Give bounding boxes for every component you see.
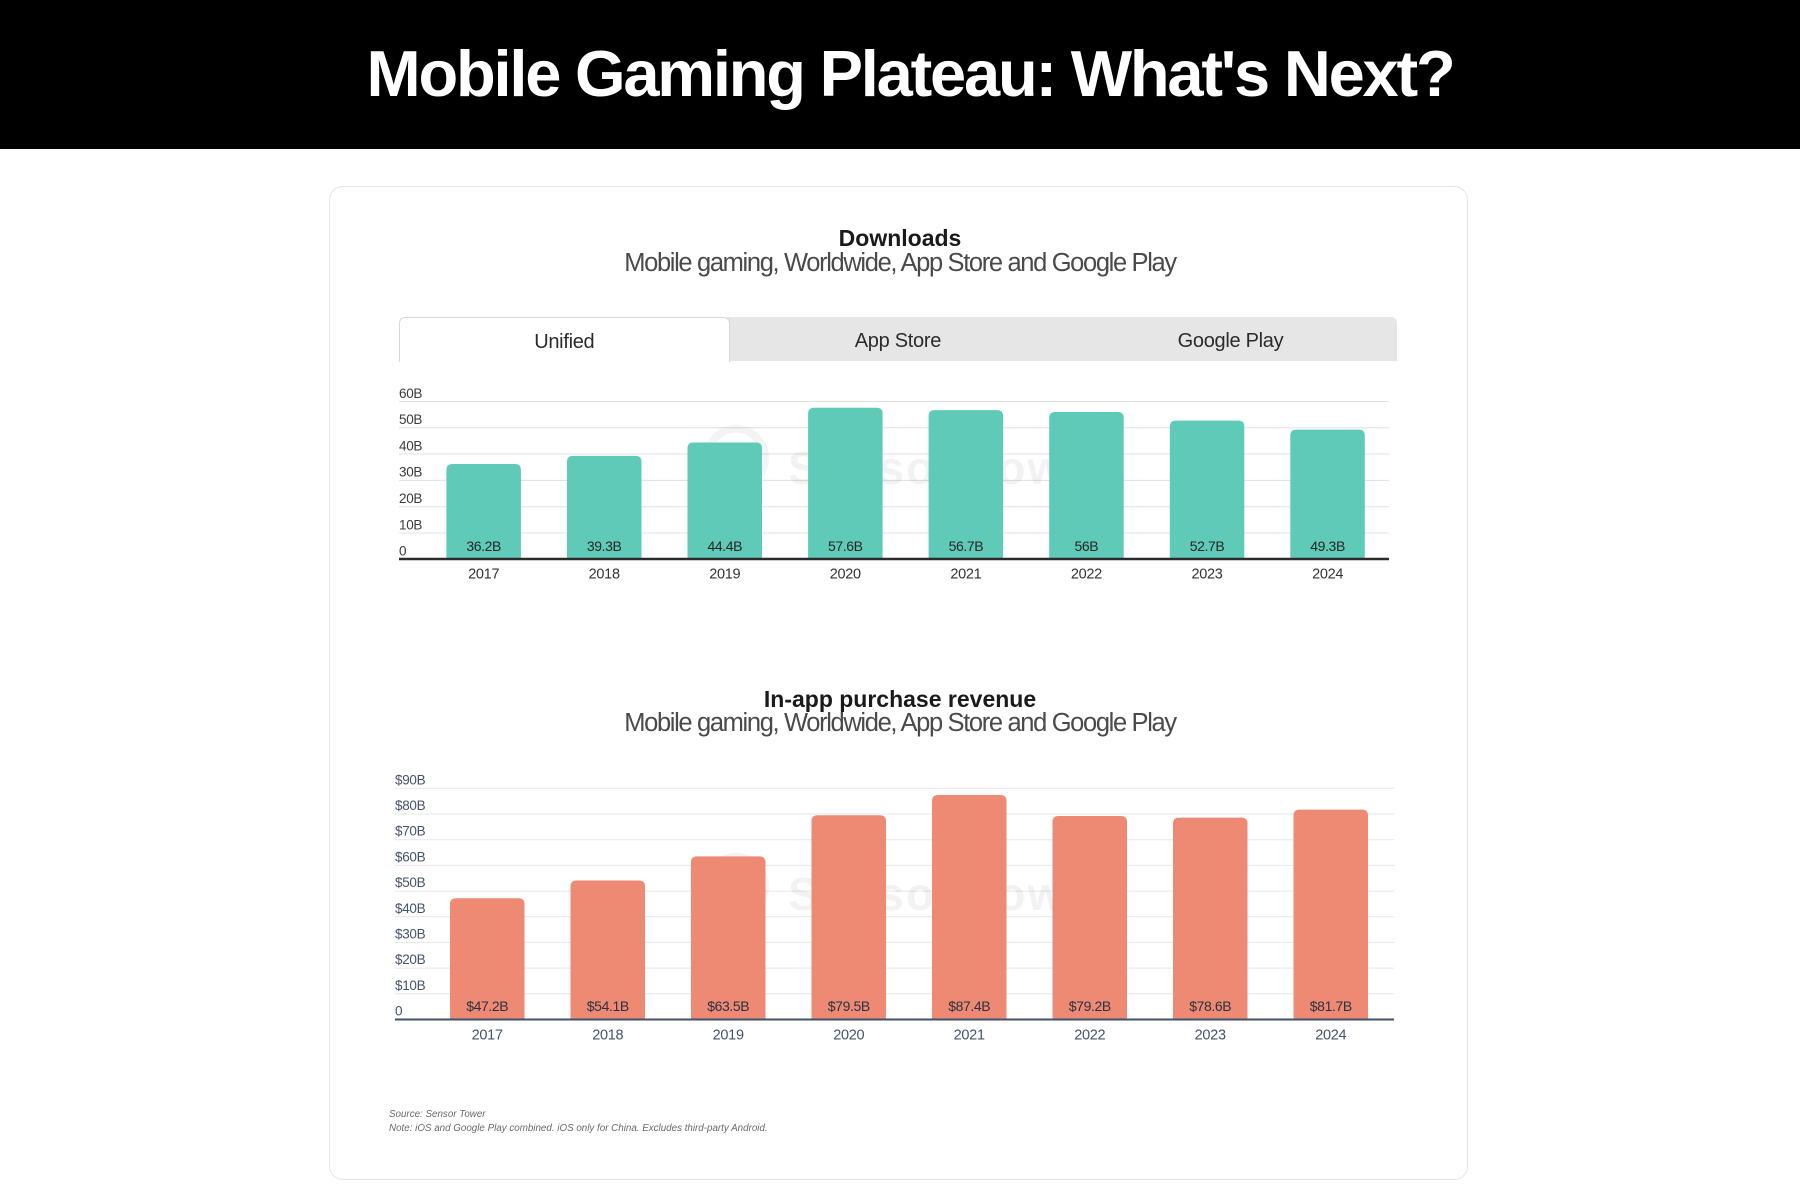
svg-text:$47.2B: $47.2B (466, 998, 508, 1014)
svg-text:$87.4B: $87.4B (948, 998, 990, 1014)
svg-text:10B: 10B (399, 517, 422, 532)
svg-text:$63.5B: $63.5B (707, 998, 749, 1014)
svg-text:39.3B: 39.3B (587, 538, 622, 554)
svg-text:36.2B: 36.2B (466, 538, 501, 554)
svg-text:$79.2B: $79.2B (1069, 998, 1111, 1014)
svg-text:2023: 2023 (1195, 1028, 1226, 1044)
svg-text:2020: 2020 (833, 1028, 864, 1044)
svg-text:$40B: $40B (395, 901, 426, 916)
svg-text:2020: 2020 (830, 567, 861, 583)
svg-text:56B: 56B (1075, 538, 1099, 554)
svg-text:60B: 60B (399, 386, 422, 401)
svg-text:$30B: $30B (395, 926, 426, 941)
svg-text:2022: 2022 (1071, 567, 1102, 583)
svg-text:0: 0 (399, 543, 406, 558)
svg-text:50B: 50B (399, 412, 422, 427)
svg-text:2018: 2018 (589, 567, 620, 583)
svg-text:2019: 2019 (709, 567, 740, 583)
svg-text:40B: 40B (399, 438, 422, 453)
svg-text:$80B: $80B (395, 798, 426, 813)
svg-text:2024: 2024 (1315, 1028, 1346, 1044)
svg-text:2021: 2021 (950, 567, 981, 583)
svg-text:30B: 30B (399, 465, 422, 480)
svg-text:52.7B: 52.7B (1190, 538, 1225, 554)
svg-text:44.4B: 44.4B (708, 538, 743, 554)
svg-text:$50B: $50B (395, 875, 426, 890)
svg-text:2024: 2024 (1312, 567, 1343, 583)
svg-text:$79.5B: $79.5B (828, 998, 870, 1014)
svg-text:2018: 2018 (592, 1028, 623, 1044)
svg-text:49.3B: 49.3B (1310, 538, 1345, 554)
svg-text:2017: 2017 (472, 1028, 503, 1044)
svg-text:57.6B: 57.6B (828, 538, 863, 554)
svg-text:$60B: $60B (395, 849, 426, 864)
svg-text:$90B: $90B (395, 772, 426, 787)
svg-text:$20B: $20B (395, 952, 426, 967)
svg-text:$10B: $10B (395, 978, 426, 993)
svg-text:$54.1B: $54.1B (587, 998, 629, 1014)
svg-text:56.7B: 56.7B (949, 538, 984, 554)
svg-text:20B: 20B (399, 491, 422, 506)
svg-text:2017: 2017 (468, 567, 499, 583)
svg-text:$70B: $70B (395, 824, 426, 839)
svg-text:2021: 2021 (954, 1028, 985, 1044)
svg-text:2022: 2022 (1074, 1028, 1105, 1044)
svg-text:2023: 2023 (1191, 567, 1222, 583)
svg-text:$81.7B: $81.7B (1310, 998, 1352, 1014)
svg-text:0: 0 (395, 1004, 402, 1019)
svg-text:$78.6B: $78.6B (1189, 998, 1231, 1014)
svg-text:2019: 2019 (713, 1028, 744, 1044)
